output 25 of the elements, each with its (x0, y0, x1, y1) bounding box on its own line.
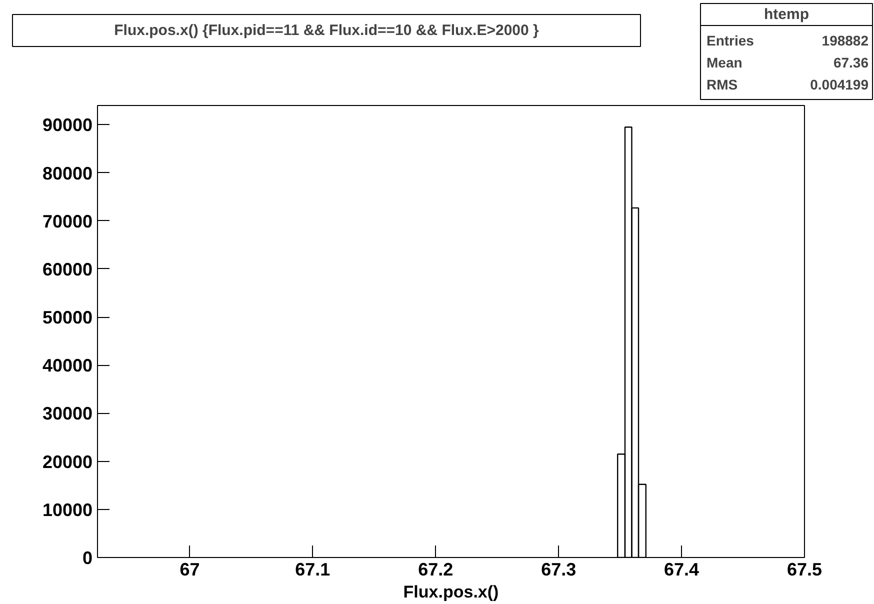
x-tick-label: 67.4 (664, 560, 700, 580)
x-tick-label: 67.2 (418, 560, 454, 580)
text: 198882 (822, 32, 869, 48)
x-tick-label: 67 (180, 560, 200, 580)
text: 67.36 (833, 54, 869, 70)
y-tick-label: 30000 (42, 404, 93, 424)
y-tick-label: 20000 (42, 452, 93, 472)
x-axis-title: Flux.pos.x() (403, 582, 499, 602)
x-tick-label: 67.1 (295, 560, 330, 580)
x-tick-label: 67.3 (541, 560, 576, 580)
y-tick-label: 90000 (42, 115, 93, 136)
chart-title: Flux.pos.x() {Flux.pid==11 && Flux.id==10 && Flux.E>2000 } (114, 22, 540, 39)
text: RMS (706, 76, 738, 92)
y-tick-label: 40000 (42, 356, 93, 376)
y-tick-label: 0 (82, 548, 93, 568)
text: 0.004199 (810, 76, 869, 92)
text: Mean (706, 54, 742, 70)
x-tick-label: 67.5 (786, 560, 822, 580)
y-tick-label: 80000 (42, 163, 93, 184)
text: htemp (764, 6, 809, 23)
text: Entries (706, 32, 754, 48)
y-tick-label: 10000 (42, 500, 93, 520)
y-tick-label: 50000 (42, 308, 93, 328)
y-tick-label: 60000 (42, 259, 93, 280)
y-tick-label: 70000 (42, 211, 93, 232)
